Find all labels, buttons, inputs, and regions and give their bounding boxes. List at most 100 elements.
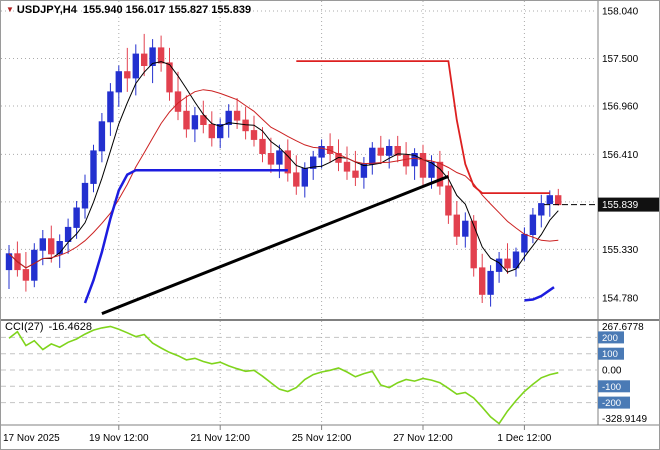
candle-body [64, 226, 72, 242]
candle-body [233, 110, 241, 121]
candle-body [166, 62, 173, 93]
candle-body [394, 146, 401, 156]
candle-body [217, 124, 224, 139]
candle-body [284, 150, 292, 174]
indicator-value: -16.4628 [48, 321, 92, 333]
cci-level-badge [598, 347, 624, 360]
cci-pane [8, 325, 559, 425]
candle-body [318, 146, 325, 158]
price-tick-label: 156.960 [602, 102, 639, 113]
cci-max-label: 267.6778 [602, 322, 644, 333]
candle-body [487, 270, 494, 295]
date-label: 19 Nov 12:00 [89, 433, 149, 444]
cci-level-label: 200 [602, 333, 618, 344]
bid-price-box [598, 197, 659, 212]
candle-body [445, 185, 452, 216]
indicator-label: CCI(27) -16.4628 [5, 321, 92, 333]
overlay-lines [8, 60, 597, 315]
candle-body [259, 138, 266, 154]
cci-min-label: -328.9149 [602, 414, 647, 425]
grid-lines [1, 1, 597, 425]
candle-body [529, 214, 537, 236]
candle-body [352, 170, 359, 178]
candle-body [73, 207, 80, 228]
price-tick-label: 158.040 [602, 7, 639, 18]
candle-body [521, 233, 528, 253]
candle-body [462, 220, 469, 237]
candle-body [301, 168, 309, 187]
symbol-ohlc-header: ▼ USDJPY,H4 155.940 156.017 155.827 155.83… [6, 4, 251, 16]
price-tick-label: 157.500 [602, 54, 639, 65]
candle-body [411, 153, 418, 167]
candle-body [22, 269, 30, 281]
candle-body [132, 53, 140, 79]
candle-body [293, 172, 300, 187]
candle-body [377, 147, 385, 156]
candle-body [149, 47, 156, 67]
candle-body [124, 71, 131, 79]
candle-body [436, 161, 444, 187]
candle-body [98, 121, 106, 152]
ma-fast-line [8, 61, 559, 273]
date-label: 1 Dec 12:00 [497, 433, 551, 444]
candle-body [90, 150, 97, 184]
candle-body [208, 124, 216, 139]
ohlc-values: 155.940 156.017 155.827 155.839 [82, 4, 252, 16]
candle-body [479, 267, 486, 295]
price-tick-label: 156.410 [602, 150, 639, 161]
candle-body [31, 249, 38, 281]
candle-body [56, 241, 63, 255]
cci-zero-label: 0.00 [602, 366, 622, 377]
candle-body [512, 251, 520, 269]
ma-slow-line [8, 89, 559, 269]
cci-level-label: 100 [602, 349, 618, 360]
cci-level-badge [598, 396, 630, 409]
date-label: 17 Nov 2025 [3, 433, 60, 444]
sell-triangle-icon: ▼ [6, 5, 14, 14]
trendline-object[interactable] [101, 175, 449, 315]
candle-body [115, 71, 122, 93]
bid-price-label: 155.839 [602, 200, 639, 211]
candle-body [555, 195, 562, 206]
candle-body [81, 182, 89, 209]
candle-body [191, 115, 199, 130]
candle-body [386, 146, 393, 156]
candle-body [242, 119, 249, 132]
candlesticks [5, 33, 562, 307]
candle-body [453, 214, 461, 237]
candle-body [546, 195, 553, 205]
trailing-support-line-2 [524, 286, 555, 302]
trailing-resistance-line [296, 60, 550, 195]
price-tick-label: 155.330 [602, 245, 639, 256]
date-label: 21 Nov 12:00 [190, 433, 250, 444]
cci-level-label: -100 [602, 382, 621, 393]
candle-body [538, 203, 545, 216]
cci-level-label: -200 [602, 398, 621, 409]
candle-body [200, 115, 207, 125]
cci-level-badge [598, 331, 624, 344]
candle-body [225, 110, 232, 126]
candle-body [504, 258, 511, 269]
candle-body [276, 150, 283, 165]
candle-body [419, 153, 427, 178]
trailing-support-line [83, 168, 288, 304]
candle-body [39, 238, 46, 251]
candle-body [310, 156, 317, 169]
symbol-timeframe-label: USDJPY,H4 [16, 4, 77, 16]
candle-body [343, 161, 351, 172]
candle-body [48, 238, 55, 255]
cci-line [8, 325, 559, 425]
candle-body [470, 220, 477, 269]
indicator-name: CCI(27) [5, 321, 44, 333]
candle-body [250, 130, 258, 140]
date-label: 27 Nov 12:00 [393, 433, 453, 444]
candle-body [402, 154, 410, 167]
candle-body [267, 153, 275, 165]
candle-body [369, 147, 376, 165]
candle-body [107, 91, 114, 123]
date-label: 25 Nov 12:00 [292, 433, 352, 444]
candle-body [141, 53, 148, 66]
